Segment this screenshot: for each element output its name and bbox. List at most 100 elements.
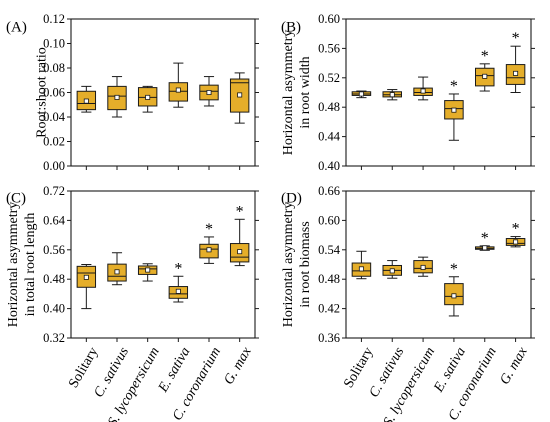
box-0 bbox=[351, 90, 372, 99]
mean-marker bbox=[175, 288, 181, 294]
plot-frame bbox=[70, 18, 256, 167]
y-axis-label: in root width bbox=[298, 56, 313, 128]
panel-label: (B) bbox=[281, 20, 301, 36]
box-1 bbox=[107, 252, 127, 286]
box-0 bbox=[76, 264, 97, 310]
y-tick-label: 0.56 bbox=[318, 41, 340, 55]
y-tick-label: 0.56 bbox=[43, 243, 65, 257]
box-2 bbox=[137, 263, 158, 282]
y-tick-label: 0.10 bbox=[43, 37, 65, 51]
box-4: * bbox=[199, 221, 219, 264]
y-tick-label: 0.48 bbox=[43, 272, 65, 286]
y-tick-label: 0.00 bbox=[43, 159, 65, 173]
y-tick-label: 0.40 bbox=[318, 159, 340, 173]
panel-a: (A) 0.00 0.02 0.04 0.06 0.08 0.10 0.12 Root:shoo… bbox=[6, 12, 259, 173]
significance-asterisk: * bbox=[450, 261, 458, 278]
y-tick-label: 0.72 bbox=[43, 184, 65, 198]
y-tick-label: 0.32 bbox=[43, 331, 65, 345]
box-1 bbox=[382, 89, 402, 101]
mean-marker bbox=[358, 266, 364, 272]
y-axis-label: in root biomass bbox=[298, 221, 313, 307]
box-3: * bbox=[444, 78, 464, 141]
panel-d: (D) 0.36 0.42 0.48 0.54 0.60 0.66 Horizontal as… bbox=[281, 184, 535, 422]
mean-marker bbox=[83, 98, 89, 104]
box-4: * bbox=[475, 48, 495, 92]
box-5 bbox=[229, 72, 250, 124]
y-tick-label: 0.48 bbox=[318, 272, 340, 286]
mean-marker bbox=[83, 274, 89, 280]
significance-asterisk: * bbox=[205, 221, 213, 238]
panel-label: (A) bbox=[6, 20, 27, 36]
mean-marker bbox=[451, 107, 457, 113]
y-axis-label: Horizontal asymmetry bbox=[281, 30, 296, 156]
mean-marker bbox=[237, 92, 243, 98]
mean-marker bbox=[451, 293, 457, 299]
y-tick-label: 0.36 bbox=[318, 331, 340, 345]
y-tick-label: 0.48 bbox=[318, 100, 340, 114]
y-tick-label: 0.02 bbox=[43, 135, 65, 149]
box-2 bbox=[413, 256, 433, 277]
box-2 bbox=[137, 85, 158, 113]
x-category-label: G. max bbox=[222, 344, 256, 387]
panel-b: (B) 0.40 0.44 0.48 0.52 0.56 0.60 Horizontal as… bbox=[281, 12, 535, 173]
significance-asterisk: * bbox=[236, 203, 244, 220]
mean-marker bbox=[420, 88, 426, 94]
significance-asterisk: * bbox=[450, 78, 458, 95]
mean-marker bbox=[513, 239, 519, 245]
significance-asterisk: * bbox=[481, 48, 489, 65]
panel-c: (C) 0.32 0.40 0.48 0.56 0.64 0.72 Horizontal as… bbox=[6, 184, 259, 422]
box-4 bbox=[199, 76, 219, 107]
box-0 bbox=[76, 85, 97, 113]
mean-marker bbox=[389, 92, 395, 98]
y-tick-label: 0.42 bbox=[318, 302, 340, 316]
box-3: * bbox=[444, 261, 464, 317]
y-axis-label: Horizontal asymmetry bbox=[6, 202, 21, 328]
x-category-label: G. max bbox=[497, 344, 531, 387]
box-2 bbox=[413, 76, 433, 101]
y-axis-label: in total root length bbox=[23, 213, 38, 317]
mean-marker bbox=[145, 267, 151, 273]
panel-label: (C) bbox=[6, 191, 26, 207]
mean-marker bbox=[175, 87, 181, 93]
y-tick-label: 0.04 bbox=[43, 110, 66, 124]
y-tick-label: 0.66 bbox=[318, 184, 340, 198]
box-1 bbox=[382, 260, 402, 279]
mean-marker bbox=[206, 90, 212, 96]
box-5: * bbox=[505, 30, 526, 93]
plot-frame bbox=[70, 190, 256, 339]
mean-marker bbox=[358, 91, 364, 97]
mean-marker bbox=[513, 70, 519, 76]
box-3 bbox=[168, 62, 189, 108]
mean-marker bbox=[420, 264, 426, 270]
box-4: * bbox=[475, 230, 495, 251]
y-tick-label: 0.52 bbox=[318, 71, 340, 85]
mean-marker bbox=[482, 73, 488, 79]
significance-asterisk: * bbox=[481, 230, 489, 247]
y-axis-label: Root:shoot ratio bbox=[35, 47, 50, 138]
box-0 bbox=[351, 250, 372, 280]
significance-asterisk: * bbox=[174, 260, 182, 277]
box-3: * bbox=[168, 260, 189, 303]
y-tick-label: 0.06 bbox=[43, 86, 65, 100]
y-axis-label: Horizontal asymmetry bbox=[281, 202, 296, 328]
mean-marker bbox=[389, 268, 395, 274]
y-tick-label: 0.54 bbox=[318, 243, 341, 257]
mean-marker bbox=[206, 247, 212, 253]
significance-asterisk: * bbox=[512, 30, 520, 47]
plot-frame bbox=[345, 190, 532, 339]
box-5: * bbox=[229, 203, 250, 267]
y-tick-label: 0.44 bbox=[318, 130, 341, 144]
y-tick-label: 0.60 bbox=[318, 213, 340, 227]
y-tick-label: 0.60 bbox=[318, 12, 340, 26]
mean-marker bbox=[482, 245, 488, 251]
plot-frame bbox=[345, 18, 532, 167]
panel-label: (D) bbox=[281, 191, 302, 207]
mean-marker bbox=[114, 94, 120, 100]
y-tick-label: 0.08 bbox=[43, 61, 65, 75]
box-5: * bbox=[505, 221, 526, 248]
y-tick-label: 0.12 bbox=[43, 12, 65, 26]
mean-marker bbox=[145, 94, 151, 100]
y-tick-label: 0.64 bbox=[43, 213, 66, 227]
y-tick-label: 0.40 bbox=[43, 302, 65, 316]
